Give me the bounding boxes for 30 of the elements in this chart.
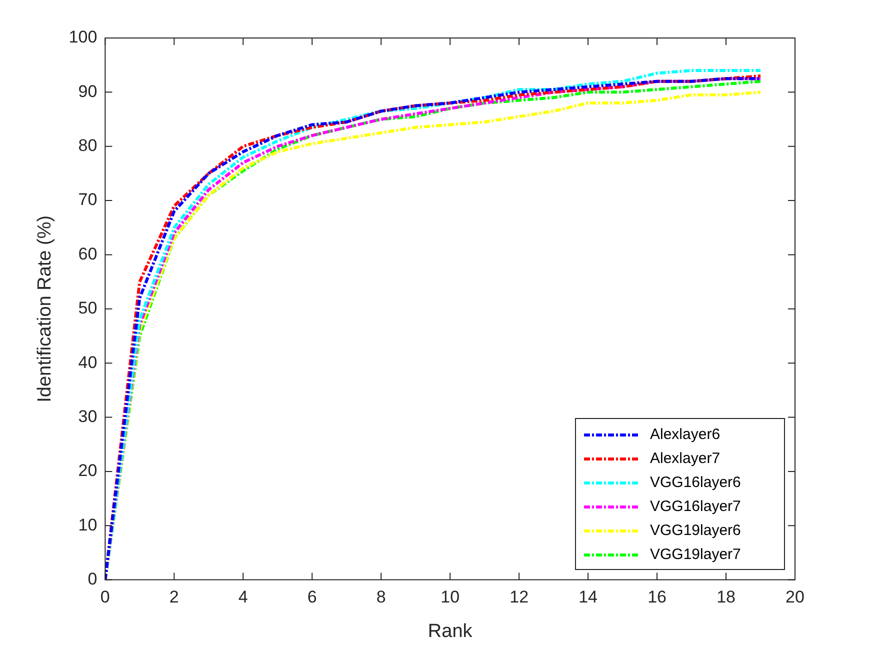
x-tick-label: 14 xyxy=(578,588,598,607)
x-tick-label: 0 xyxy=(100,588,110,607)
y-axis-title: Identification Rate (%) xyxy=(34,215,56,402)
x-tick-label: 16 xyxy=(648,588,666,607)
x-tick-label: 12 xyxy=(510,588,529,607)
x-tick-label: 4 xyxy=(238,588,248,607)
y-tick-label: 90 xyxy=(78,82,98,101)
x-tick-label: 20 xyxy=(786,588,804,607)
legend-label: VGG16layer6 xyxy=(650,474,741,492)
y-tick-label: 30 xyxy=(78,406,98,426)
y-tick-label: 70 xyxy=(78,190,98,210)
x-tick-label: 6 xyxy=(307,588,317,607)
legend-label: Alexlayer7 xyxy=(650,450,720,468)
x-tick-label: 10 xyxy=(440,588,460,607)
legend-label: VGG16layer7 xyxy=(650,498,741,516)
y-tick-label: 80 xyxy=(78,136,98,156)
x-tick-label: 8 xyxy=(376,588,386,607)
x-tick-label: 18 xyxy=(716,588,736,607)
x-axis-title: Rank xyxy=(428,620,473,642)
legend-label: Alexlayer6 xyxy=(650,426,720,444)
y-tick-label: 100 xyxy=(68,28,98,47)
y-tick-label: 60 xyxy=(78,244,98,264)
y-tick-label: 0 xyxy=(88,569,98,588)
x-tick-label: 2 xyxy=(169,588,179,607)
legend-label: VGG19layer6 xyxy=(650,522,741,540)
y-tick-label: 20 xyxy=(78,461,98,480)
legend-label: VGG19layer7 xyxy=(650,546,741,564)
y-tick-label: 40 xyxy=(78,352,98,372)
y-tick-label: 50 xyxy=(78,298,98,318)
y-tick-label: 10 xyxy=(78,515,98,534)
